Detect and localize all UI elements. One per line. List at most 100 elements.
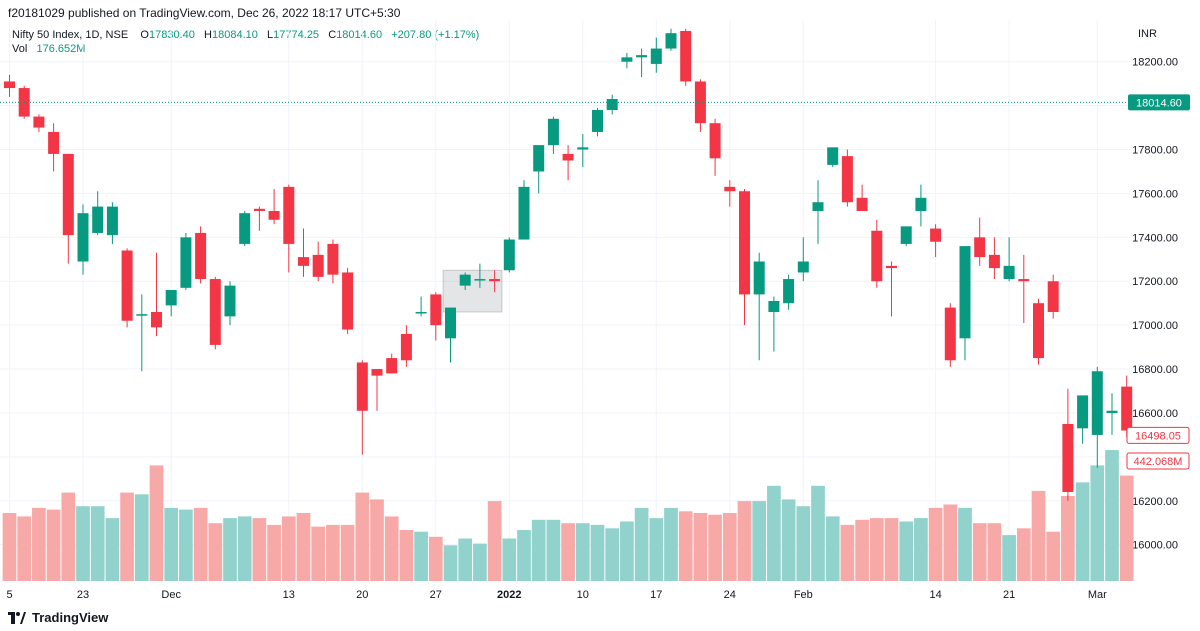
- volume-bar: [737, 501, 752, 581]
- volume-bar: [884, 518, 899, 581]
- volume-bar: [869, 518, 884, 581]
- candle-body: [1047, 281, 1059, 312]
- candle-body: [4, 81, 15, 89]
- volume-bar: [561, 523, 575, 581]
- x-tick-label: 20: [356, 589, 368, 601]
- y-tick-label: 17800.00: [1132, 145, 1178, 157]
- volume-bar: [296, 513, 311, 581]
- candle-body: [871, 230, 883, 282]
- tradingview-logo[interactable]: TradingView: [8, 610, 108, 625]
- candle-body: [253, 208, 265, 211]
- candle-body: [1062, 423, 1074, 492]
- volume-bar: [90, 506, 105, 581]
- volume-bar: [678, 511, 693, 581]
- volume-bar: [1046, 531, 1061, 581]
- candle-body: [606, 99, 618, 111]
- last-price-tag: [1128, 94, 1190, 111]
- candle-body: [430, 294, 442, 326]
- volume-bar: [164, 507, 179, 581]
- y-tick-label: 17400.00: [1132, 232, 1178, 244]
- candle-body: [445, 307, 456, 339]
- volume-bar: [634, 507, 649, 581]
- open-label: O: [140, 29, 149, 41]
- price-tag: [1126, 426, 1190, 444]
- volume-bar: [825, 516, 840, 581]
- volume-bar: [399, 530, 414, 581]
- volume-bar: [32, 507, 46, 581]
- volume-bar: [281, 516, 296, 581]
- candle-body: [930, 228, 942, 242]
- open-value: 17830.40: [148, 29, 195, 41]
- volume-legend: Vol 176.652M: [12, 43, 85, 55]
- volume-bar: [708, 514, 722, 581]
- candle-body: [180, 237, 192, 288]
- candle-body: [900, 226, 912, 244]
- volume-bar: [179, 509, 193, 581]
- candle-body: [1121, 386, 1133, 431]
- volume-bar: [958, 507, 972, 581]
- candle-body: [959, 246, 971, 339]
- candle-body: [327, 243, 339, 275]
- close-value: 18014.60: [336, 29, 383, 41]
- candle-body: [459, 274, 471, 286]
- candle-body: [400, 333, 412, 361]
- volume-bar: [899, 521, 914, 581]
- candle-body: [944, 307, 956, 361]
- candle-body: [136, 314, 148, 316]
- volume-bar: [370, 499, 384, 581]
- candle-body: [92, 206, 104, 233]
- candle-body: [48, 131, 60, 154]
- volume-bar: [355, 492, 370, 581]
- volume-bar: [1105, 450, 1119, 581]
- volume-bar: [546, 519, 561, 581]
- candle-body: [533, 145, 545, 172]
- low-label: L: [267, 29, 274, 41]
- candle-body: [724, 186, 736, 192]
- volume-bar: [76, 506, 90, 581]
- candle-body: [121, 250, 133, 321]
- volume-bar: [487, 501, 502, 581]
- volume-bar: [531, 519, 546, 581]
- ohlc-legend: Nifty 50 Index, 1D, NSE O17830.40 H18084…: [12, 29, 479, 41]
- candle-body: [1106, 410, 1118, 413]
- brand-name: TradingView: [32, 610, 109, 625]
- candle-body: [474, 279, 486, 281]
- volume-bar: [649, 518, 664, 581]
- volume-bar: [620, 521, 634, 581]
- volume-tag-label: 442.068M: [1134, 456, 1183, 468]
- volume-bar: [223, 518, 237, 581]
- candle-body: [694, 81, 706, 124]
- volume-bar: [811, 485, 825, 581]
- y-tick-label: 16600.00: [1132, 408, 1178, 420]
- candle-body: [1033, 303, 1044, 359]
- volume-bar: [752, 501, 767, 581]
- x-tick-label: Feb: [794, 589, 813, 601]
- candle-body: [386, 358, 398, 374]
- candle-body: [518, 186, 530, 240]
- x-tick-label: 2022: [497, 589, 521, 601]
- volume-bar: [326, 524, 340, 581]
- volume-bar: [46, 509, 61, 581]
- volume-bar: [120, 492, 134, 581]
- candle-body: [151, 311, 162, 328]
- volume-bar: [605, 528, 620, 581]
- y-tick-label: 16200.00: [1132, 496, 1178, 508]
- candle-body: [77, 213, 89, 262]
- candle-body: [812, 202, 824, 211]
- low-value: 17774.25: [273, 29, 320, 41]
- volume-bar: [384, 516, 399, 581]
- volume-bar: [61, 492, 76, 581]
- volume-tag: [1126, 452, 1190, 470]
- candle-body: [547, 118, 559, 146]
- volume-bar: [972, 523, 987, 581]
- volume-label: Vol: [12, 43, 28, 55]
- x-tick-label: 27: [430, 589, 442, 601]
- candle-body: [1091, 371, 1103, 435]
- publish-line: f20181029 published on TradingView.com, …: [8, 6, 401, 20]
- volume-bar: [722, 513, 737, 581]
- candle-body: [768, 301, 780, 312]
- volume-bar: [1090, 465, 1105, 581]
- currency-label: INR: [1138, 28, 1157, 40]
- candle-body: [783, 279, 795, 304]
